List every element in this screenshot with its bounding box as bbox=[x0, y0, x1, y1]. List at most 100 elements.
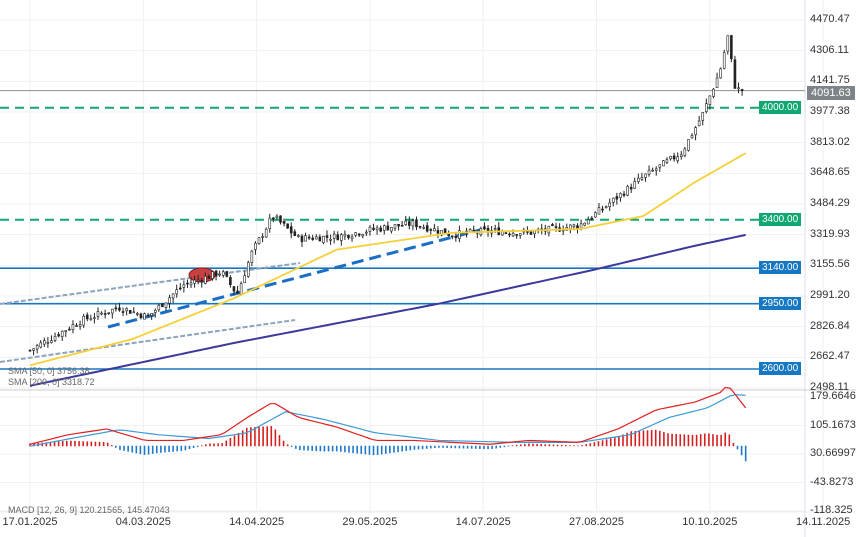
candle-body bbox=[221, 271, 225, 276]
macd-histogram-bar bbox=[405, 445, 408, 451]
macd-histogram-bar bbox=[397, 445, 399, 453]
candle-body bbox=[214, 270, 218, 277]
candle-body bbox=[472, 229, 476, 232]
macd-histogram-bar bbox=[335, 445, 338, 452]
candle-body bbox=[601, 208, 604, 211]
macd-histogram-bar bbox=[495, 445, 498, 449]
macd-histogram-bar bbox=[250, 427, 252, 447]
level-tag[interactable]: 3140.00 bbox=[759, 261, 802, 275]
candle-body bbox=[82, 315, 85, 326]
macd-histogram-bar bbox=[176, 445, 179, 452]
macd-histogram-bar bbox=[94, 441, 97, 447]
macd-histogram-bar bbox=[483, 445, 485, 450]
macd-histogram-bar bbox=[384, 445, 387, 454]
macd-histogram-bar bbox=[340, 445, 342, 452]
candle-body bbox=[178, 287, 182, 290]
candle-body bbox=[397, 223, 400, 227]
macd-histogram-bar bbox=[131, 445, 134, 453]
price-axis-label: 2991.20 bbox=[810, 289, 850, 301]
macd-histogram-bar bbox=[348, 445, 350, 453]
candle-body bbox=[218, 273, 221, 276]
candle-body bbox=[594, 212, 597, 218]
macd-histogram-bar bbox=[695, 434, 698, 447]
level-tag[interactable]: 2950.00 bbox=[759, 296, 802, 310]
macd-histogram-bar bbox=[593, 442, 596, 447]
candle-body bbox=[186, 282, 189, 285]
macd-histogram-bar bbox=[33, 443, 35, 447]
candle-body bbox=[171, 293, 175, 299]
macd-histogram-bar bbox=[528, 443, 530, 447]
price-axis-label: 2662.47 bbox=[810, 350, 850, 363]
macd-histogram-bar bbox=[585, 444, 587, 447]
macd-histogram-bar bbox=[119, 445, 121, 450]
macd-histogram-bar bbox=[663, 432, 665, 447]
candle-body bbox=[694, 127, 697, 136]
candle-body bbox=[386, 225, 390, 231]
legend-macd[interactable]: MACD [12, 26, 9] 120.21565, 145.47043 bbox=[8, 505, 170, 515]
macd-histogram-bar bbox=[115, 445, 117, 448]
price-axis-label: 3648.65 bbox=[810, 166, 850, 179]
macd-histogram-bar bbox=[454, 445, 457, 449]
macd-histogram-bar bbox=[626, 432, 628, 447]
candle-body bbox=[307, 236, 311, 239]
candle-body bbox=[400, 224, 404, 227]
candle-body bbox=[139, 313, 143, 319]
macd-histogram-bar bbox=[622, 434, 624, 447]
legend-sma200[interactable]: SMA [200, 0] 3318.72 bbox=[8, 377, 95, 387]
macd-histogram-bar bbox=[82, 441, 84, 447]
macd-histogram-bar bbox=[376, 445, 379, 455]
macd-histogram-bar bbox=[556, 444, 559, 447]
candle-body bbox=[189, 282, 193, 286]
price-axis-label: 3977.38 bbox=[810, 105, 850, 117]
candle-body bbox=[75, 325, 78, 327]
macd-histogram-bar bbox=[139, 445, 142, 455]
macd-histogram-bar bbox=[687, 434, 690, 447]
level-tag[interactable]: 2600.00 bbox=[759, 361, 802, 375]
macd-histogram-bar bbox=[675, 433, 677, 447]
candle-body bbox=[50, 340, 53, 343]
trend-line bbox=[0, 262, 301, 305]
macd-histogram-bar bbox=[311, 445, 313, 451]
macd-histogram-bar bbox=[286, 444, 289, 447]
macd-histogram-bar bbox=[106, 442, 109, 447]
candle-body bbox=[132, 311, 136, 314]
legend-sma50[interactable]: SMA [50, 0] 3756.38 bbox=[8, 366, 90, 376]
candle-body bbox=[637, 177, 640, 182]
candle-body bbox=[697, 120, 701, 127]
candle-body bbox=[354, 232, 357, 236]
candle-body bbox=[518, 233, 522, 236]
level-tag[interactable]: 4000.00 bbox=[759, 100, 802, 114]
candle-body bbox=[200, 280, 204, 283]
price-axis-label: 3155.56 bbox=[810, 258, 850, 271]
macd-histogram-bar bbox=[147, 445, 150, 455]
macd-histogram-bar bbox=[364, 445, 367, 455]
macd-histogram-bar bbox=[196, 445, 199, 447]
macd-histogram-bar bbox=[434, 445, 436, 449]
macd-histogram-bar bbox=[61, 441, 64, 447]
macd-histogram-bar bbox=[654, 429, 657, 447]
macd-axis-label: -43.8273 bbox=[810, 475, 854, 488]
candle-body bbox=[175, 289, 179, 295]
macd-histogram-bar bbox=[200, 445, 203, 447]
candle-body bbox=[551, 224, 554, 227]
candle-body bbox=[533, 230, 536, 235]
macd-histogram-bar bbox=[524, 443, 526, 447]
macd-histogram-bar bbox=[667, 433, 669, 447]
macd-histogram-bar bbox=[552, 444, 555, 447]
macd-histogram-bar bbox=[466, 445, 469, 449]
candle-body bbox=[182, 284, 186, 288]
level-tag[interactable]: 3400.00 bbox=[759, 212, 802, 226]
candle-body bbox=[332, 233, 336, 239]
candle-body bbox=[504, 232, 508, 234]
macd-histogram-bar bbox=[110, 445, 113, 447]
price-axis-label: 3319.93 bbox=[810, 227, 850, 240]
candle-body bbox=[111, 308, 114, 314]
macd-histogram-bar bbox=[642, 430, 645, 447]
time-axis-label: 10.10.2025 bbox=[682, 516, 738, 528]
time-axis-label: 04.03.2025 bbox=[115, 516, 171, 528]
candle-body bbox=[239, 283, 243, 295]
candle-body bbox=[161, 303, 164, 308]
macd-histogram-bar bbox=[732, 442, 735, 447]
